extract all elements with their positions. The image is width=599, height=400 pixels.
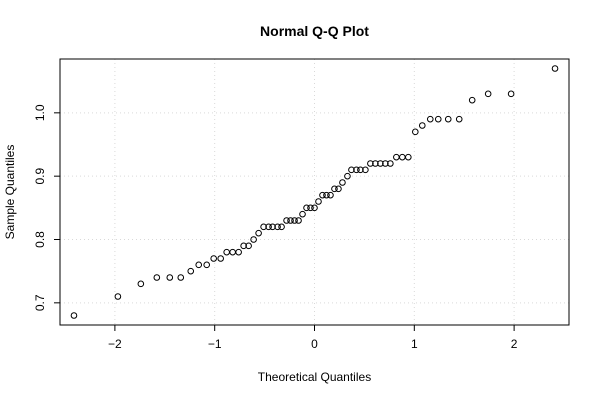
data-point: [203, 261, 211, 269]
y-tick-label: 0.7: [33, 294, 47, 311]
data-point: [274, 223, 281, 231]
data-point: [319, 191, 326, 199]
data-point: [195, 261, 203, 269]
data-point: [265, 223, 272, 231]
data-point: [331, 185, 338, 193]
data-point: [382, 160, 389, 167]
data-point: [291, 217, 298, 224]
data-point: [426, 115, 434, 123]
data-points: [70, 65, 559, 319]
grid-lines: [60, 59, 569, 325]
data-point: [177, 274, 185, 281]
data-point: [187, 267, 195, 275]
chart-title: Normal Q-Q Plot: [260, 23, 369, 39]
data-point: [362, 166, 369, 174]
data-point: [245, 242, 252, 250]
data-point: [484, 90, 492, 98]
data-point: [311, 204, 318, 212]
data-point: [418, 122, 426, 129]
data-point: [299, 210, 306, 218]
x-axis: −2 −1 0 1 2: [108, 325, 518, 351]
data-point: [255, 229, 262, 237]
data-point: [339, 179, 346, 186]
y-axis-label: Sample Quantiles: [3, 145, 17, 240]
y-axis: 0.7 0.8 0.9 1.0: [33, 104, 60, 311]
data-point: [295, 217, 302, 224]
data-point: [283, 217, 290, 224]
data-point: [335, 185, 342, 193]
data-point: [278, 223, 285, 231]
x-tick-label: 2: [511, 337, 518, 351]
data-point: [250, 236, 257, 243]
data-point: [166, 274, 174, 281]
data-point: [353, 166, 360, 174]
x-tick-label: 1: [411, 337, 418, 351]
data-point: [70, 312, 78, 319]
data-point: [468, 96, 476, 104]
data-point: [327, 191, 334, 199]
data-point: [137, 280, 145, 288]
x-tick-label: −2: [108, 337, 122, 351]
data-point: [303, 204, 310, 212]
data-point: [377, 160, 384, 167]
x-tick-label: 0: [311, 337, 318, 351]
data-point: [444, 115, 452, 123]
data-point: [217, 255, 224, 262]
data-point: [348, 166, 355, 174]
data-point: [455, 115, 463, 123]
x-axis-label: Theoretical Quantiles: [258, 370, 371, 384]
data-point: [114, 293, 122, 300]
data-point: [153, 274, 161, 281]
data-point: [367, 160, 374, 167]
data-point: [269, 223, 276, 231]
data-point: [434, 115, 442, 123]
data-point: [210, 255, 217, 262]
data-point: [387, 160, 394, 167]
data-point: [307, 204, 314, 212]
data-point: [372, 160, 379, 167]
data-point: [551, 65, 559, 72]
data-point: [405, 153, 412, 161]
y-tick-label: 0.8: [33, 231, 47, 248]
data-point: [323, 191, 330, 199]
y-tick-label: 0.9: [33, 168, 47, 185]
data-point: [357, 166, 364, 174]
data-point: [412, 128, 419, 136]
data-point: [315, 198, 322, 205]
data-point: [235, 248, 242, 256]
data-point: [240, 242, 247, 250]
y-tick-label: 1.0: [33, 104, 47, 121]
data-point: [507, 90, 515, 98]
data-point: [260, 223, 267, 231]
data-point: [287, 217, 294, 224]
data-point: [344, 172, 351, 180]
x-tick-label: −1: [208, 337, 222, 351]
